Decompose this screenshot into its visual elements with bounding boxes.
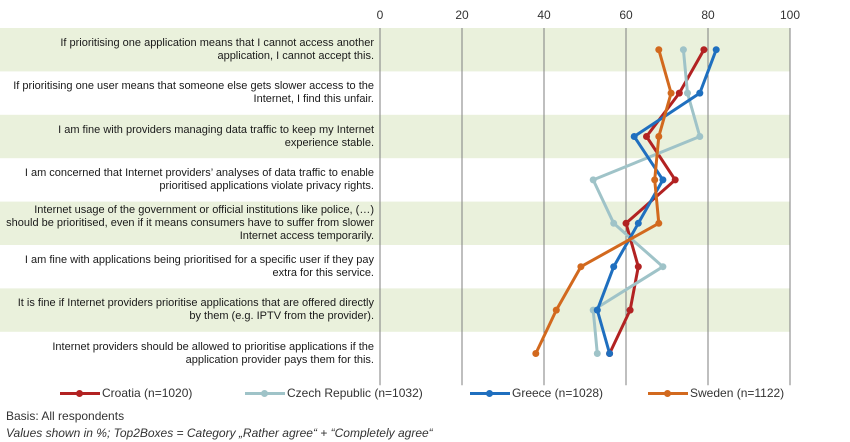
footnote-basis: Basis: All respondents xyxy=(6,409,125,423)
data-point xyxy=(606,350,614,357)
data-point xyxy=(610,263,618,271)
data-point xyxy=(593,350,601,357)
legend-swatch xyxy=(648,389,688,397)
series-line xyxy=(595,49,718,354)
legend-swatch xyxy=(245,389,285,397)
legend-item: Croatia (n=1020) xyxy=(60,386,192,400)
legend-label: Greece (n=1028) xyxy=(512,386,604,400)
series-line xyxy=(534,49,673,355)
data-point xyxy=(532,350,540,357)
legend-swatch xyxy=(470,389,510,397)
x-tick-label: 80 xyxy=(701,8,715,22)
data-point xyxy=(593,306,601,314)
legend-swatch xyxy=(60,389,100,397)
data-point xyxy=(671,176,679,184)
footnote-values: Values shown in %; Top2Boxes = Category … xyxy=(6,426,433,440)
data-point xyxy=(675,89,683,97)
data-point xyxy=(626,306,634,314)
x-tick-label: 60 xyxy=(619,8,633,22)
legend: Croatia (n=1020) Czech Republic (n=1032) G… xyxy=(60,386,840,406)
data-point xyxy=(655,46,663,54)
data-point xyxy=(712,46,720,54)
data-point xyxy=(700,46,708,54)
data-point xyxy=(622,219,630,227)
x-tick-label: 100 xyxy=(779,8,801,22)
data-point xyxy=(552,306,560,314)
legend-item: Czech Republic (n=1032) xyxy=(245,386,423,400)
category-label: Internet usage of the government or offi… xyxy=(6,203,374,242)
data-point xyxy=(659,176,667,184)
data-point xyxy=(684,89,691,97)
data-point xyxy=(655,133,663,140)
category-label: If prioritising one user means that some… xyxy=(13,80,374,106)
data-point xyxy=(630,133,638,140)
data-point xyxy=(610,219,618,227)
data-point xyxy=(679,46,687,54)
data-point xyxy=(651,176,659,184)
legend-label: Czech Republic (n=1032) xyxy=(287,386,423,400)
data-point xyxy=(577,263,585,271)
data-point xyxy=(634,219,642,227)
category-label: I am fine with applications being priori… xyxy=(24,253,374,279)
legend-item: Sweden (n=1122) xyxy=(648,386,784,400)
data-point xyxy=(667,89,675,97)
x-tick-label: 0 xyxy=(376,8,384,22)
data-point xyxy=(655,219,663,227)
data-point xyxy=(696,89,704,97)
category-label: If prioritising one application means th… xyxy=(60,36,374,62)
legend-label: Croatia (n=1020) xyxy=(102,386,193,400)
x-tick-label: 20 xyxy=(455,8,469,22)
data-point xyxy=(643,133,650,140)
data-point xyxy=(659,263,667,271)
row-band xyxy=(0,288,790,332)
x-tick-label: 40 xyxy=(537,8,551,22)
category-label: Internet providers should be allowed to … xyxy=(52,340,374,366)
data-point xyxy=(696,133,704,140)
data-point xyxy=(634,263,642,271)
legend-label: Sweden (n=1122) xyxy=(690,386,785,400)
category-label: I am fine with providers managing data t… xyxy=(58,123,374,149)
legend-item: Greece (n=1028) xyxy=(470,386,603,400)
data-point xyxy=(589,176,597,184)
category-label: I am concerned that Internet providers’ … xyxy=(24,166,374,192)
category-label: It is fine if Internet providers priorit… xyxy=(17,297,374,323)
